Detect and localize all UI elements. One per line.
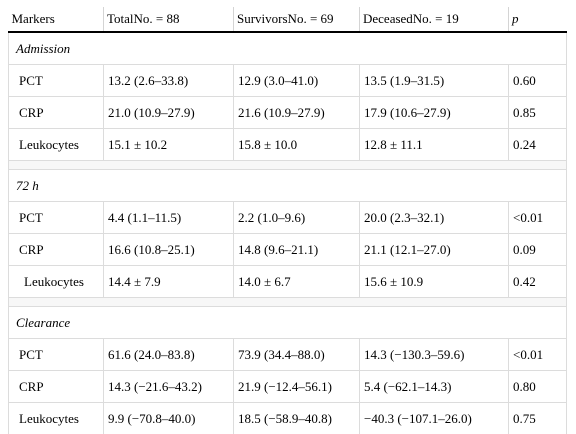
header-markers: Markers [9, 7, 104, 32]
table-row: PCT 13.2 (2.6–33.8) 12.9 (3.0–41.0) 13.5… [9, 65, 567, 97]
cell-deceased: 20.0 (2.3–32.1) [360, 202, 509, 234]
cell-total: 14.3 (−21.6–43.2) [104, 371, 234, 403]
section-clearance: Clearance [9, 307, 567, 339]
cell-total: 15.1 ± 10.2 [104, 129, 234, 161]
cell-survivors: 2.2 (1.0–9.6) [234, 202, 360, 234]
cell-total: 16.6 (10.8–25.1) [104, 234, 234, 266]
cell-marker: PCT [9, 65, 104, 97]
header-deceased: DeceasedNo. = 19 [360, 7, 509, 32]
cell-deceased: 14.3 (−130.3–59.6) [360, 339, 509, 371]
cell-p: <0.01 [509, 339, 567, 371]
cell-marker: PCT [9, 202, 104, 234]
cell-p: 0.85 [509, 97, 567, 129]
cell-marker: Leukocytes [9, 129, 104, 161]
cell-total: 21.0 (10.9–27.9) [104, 97, 234, 129]
cell-survivors: 21.6 (10.9–27.9) [234, 97, 360, 129]
section-spacer [9, 161, 567, 170]
cell-marker: PCT [9, 339, 104, 371]
cell-total: 61.6 (24.0–83.8) [104, 339, 234, 371]
cell-marker: CRP [9, 234, 104, 266]
section-title: Admission [9, 32, 567, 65]
section-title: Clearance [9, 307, 567, 339]
cell-deceased: 21.1 (12.1–27.0) [360, 234, 509, 266]
table-row: Leukocytes 9.9 (−70.8–40.0) 18.5 (−58.9–… [9, 403, 567, 434]
cell-deceased: 5.4 (−62.1–14.3) [360, 371, 509, 403]
section-admission: Admission [9, 32, 567, 65]
table-row: CRP 16.6 (10.8–25.1) 14.8 (9.6–21.1) 21.… [9, 234, 567, 266]
section-72h: 72 h [9, 170, 567, 202]
cell-deceased: −40.3 (−107.1–26.0) [360, 403, 509, 434]
header-p: p [509, 7, 567, 32]
cell-total: 9.9 (−70.8–40.0) [104, 403, 234, 434]
table-row: PCT 61.6 (24.0–83.8) 73.9 (34.4–88.0) 14… [9, 339, 567, 371]
cell-survivors: 73.9 (34.4–88.0) [234, 339, 360, 371]
table-row: Leukocytes 15.1 ± 10.2 15.8 ± 10.0 12.8 … [9, 129, 567, 161]
cell-p: 0.42 [509, 266, 567, 298]
cell-marker: Leukocytes [9, 403, 104, 434]
header-total: TotalNo. = 88 [104, 7, 234, 32]
cell-p: 0.60 [509, 65, 567, 97]
table-row: Leukocytes 14.4 ± 7.9 14.0 ± 6.7 15.6 ± … [9, 266, 567, 298]
cell-total: 4.4 (1.1–11.5) [104, 202, 234, 234]
cell-survivors: 14.8 (9.6–21.1) [234, 234, 360, 266]
cell-total: 14.4 ± 7.9 [104, 266, 234, 298]
cell-survivors: 14.0 ± 6.7 [234, 266, 360, 298]
markers-table: Markers TotalNo. = 88 SurvivorsNo. = 69 … [8, 7, 567, 434]
cell-p: <0.01 [509, 202, 567, 234]
cell-deceased: 15.6 ± 10.9 [360, 266, 509, 298]
cell-survivors: 18.5 (−58.9–40.8) [234, 403, 360, 434]
header-survivors: SurvivorsNo. = 69 [234, 7, 360, 32]
cell-p: 0.80 [509, 371, 567, 403]
cell-p: 0.24 [509, 129, 567, 161]
table-row: PCT 4.4 (1.1–11.5) 2.2 (1.0–9.6) 20.0 (2… [9, 202, 567, 234]
cell-marker: CRP [9, 97, 104, 129]
cell-survivors: 12.9 (3.0–41.0) [234, 65, 360, 97]
cell-total: 13.2 (2.6–33.8) [104, 65, 234, 97]
cell-p: 0.75 [509, 403, 567, 434]
section-title: 72 h [9, 170, 567, 202]
table-row: CRP 21.0 (10.9–27.9) 21.6 (10.9–27.9) 17… [9, 97, 567, 129]
section-spacer [9, 298, 567, 307]
markers-table-container: Markers TotalNo. = 88 SurvivorsNo. = 69 … [8, 7, 566, 434]
cell-p: 0.09 [509, 234, 567, 266]
cell-deceased: 17.9 (10.6–27.9) [360, 97, 509, 129]
cell-marker: Leukocytes [9, 266, 104, 298]
cell-deceased: 12.8 ± 11.1 [360, 129, 509, 161]
cell-survivors: 21.9 (−12.4–56.1) [234, 371, 360, 403]
cell-deceased: 13.5 (1.9–31.5) [360, 65, 509, 97]
header-row: Markers TotalNo. = 88 SurvivorsNo. = 69 … [9, 7, 567, 32]
table-row: CRP 14.3 (−21.6–43.2) 21.9 (−12.4–56.1) … [9, 371, 567, 403]
cell-survivors: 15.8 ± 10.0 [234, 129, 360, 161]
cell-marker: CRP [9, 371, 104, 403]
